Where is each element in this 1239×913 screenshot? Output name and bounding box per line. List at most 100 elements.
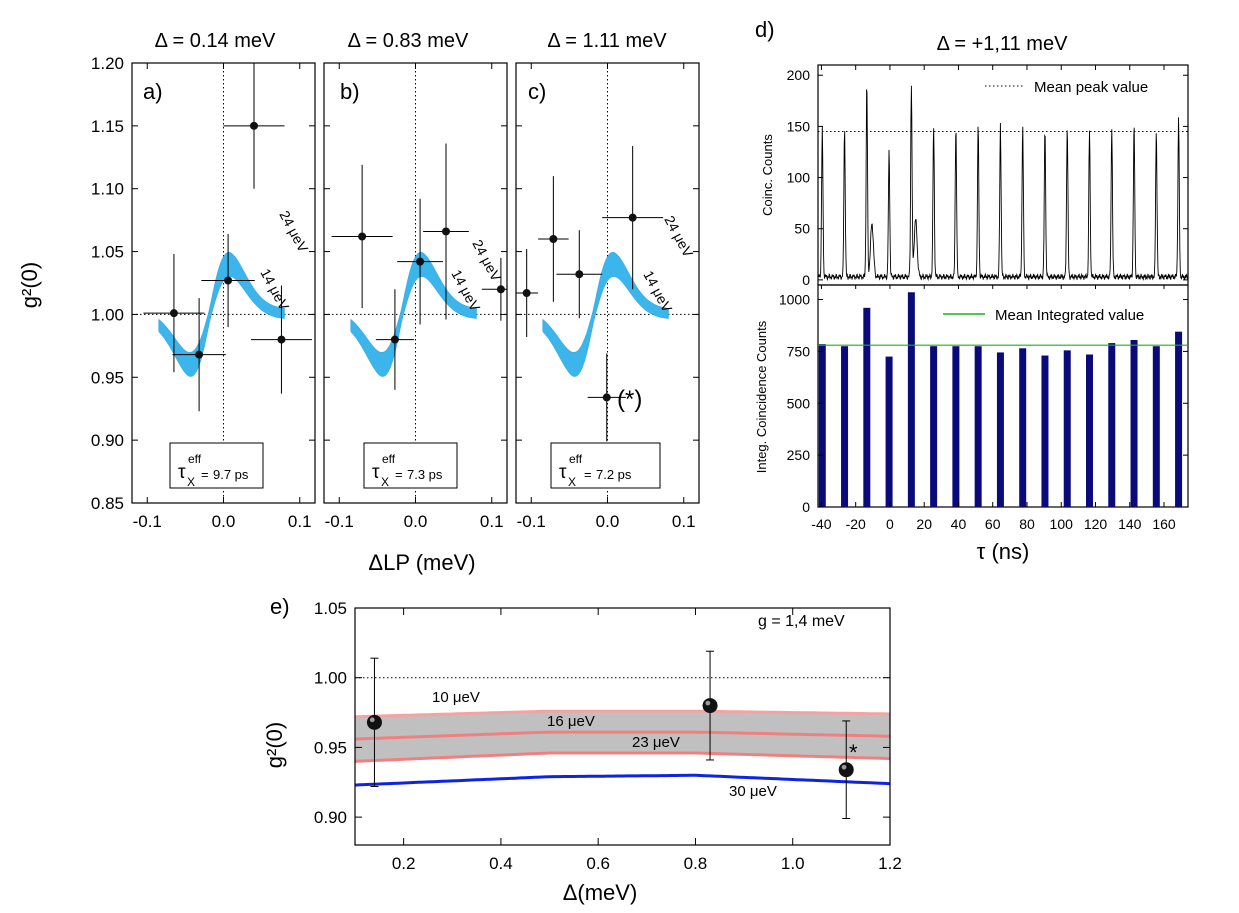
panel-e-curve-label-30: 30 μeV bbox=[729, 783, 777, 800]
data-point bbox=[390, 335, 399, 344]
panel-e-curve-label-16: 16 μeV bbox=[547, 713, 595, 730]
e-ytick-label: 1.05 bbox=[314, 599, 347, 618]
d-top-ytick-label: 200 bbox=[787, 67, 811, 83]
panel-a-tau-symbol: τ bbox=[178, 462, 186, 483]
panel-b-tau-symbol: τ bbox=[372, 462, 380, 483]
integrated-count-bar bbox=[863, 307, 871, 507]
abc-ytick-label: 1.00 bbox=[91, 305, 124, 324]
integrated-count-bar bbox=[885, 356, 893, 507]
panel-d-title: Δ = +1,11 meV bbox=[937, 33, 1069, 55]
x-tick-label: 0.0 bbox=[596, 512, 620, 531]
e-xtick-label: 1.2 bbox=[878, 854, 902, 873]
integrated-count-bar bbox=[841, 346, 849, 507]
integrated-count-bar bbox=[818, 344, 826, 507]
integrated-count-bar bbox=[1108, 343, 1116, 507]
integrated-count-bar bbox=[996, 352, 1004, 507]
panel-a-letter: a) bbox=[143, 79, 163, 104]
curve-10-μeV bbox=[354, 709, 891, 719]
data-point bbox=[549, 235, 558, 243]
panel-a-band-label-24: 24 μeV bbox=[276, 208, 311, 256]
x-tick-label: 0.1 bbox=[288, 512, 312, 531]
abc-ylabel: g²(0) bbox=[17, 262, 42, 308]
data-point-highlight bbox=[705, 700, 711, 706]
panel-d-top-legend-text: Mean peak value bbox=[1034, 79, 1148, 96]
d-top-ytick-label: 100 bbox=[787, 170, 811, 186]
d-xtick-label: 160 bbox=[1152, 516, 1176, 532]
panel-e-ylabel: g²(0) bbox=[262, 722, 287, 768]
theory-band-grey bbox=[355, 711, 890, 762]
d-xtick-label: 40 bbox=[951, 516, 967, 532]
integrated-count-bar bbox=[1063, 350, 1071, 507]
panel-e-frame bbox=[354, 607, 891, 846]
integrated-count-bar bbox=[974, 346, 982, 507]
panel-b-title: Δ = 0.83 meV bbox=[348, 30, 469, 52]
data-point bbox=[416, 257, 425, 266]
e-ytick-label: 0.95 bbox=[314, 738, 347, 757]
panel-c-tau-symbol: τ bbox=[559, 462, 567, 483]
panel-e-star: * bbox=[849, 740, 858, 765]
panel-a-tau-eq: = bbox=[201, 467, 209, 482]
data-point bbox=[442, 227, 450, 236]
e-xtick-label: 0.2 bbox=[392, 854, 416, 873]
panel-c-tau-value: 7.2 ps bbox=[596, 467, 632, 482]
integrated-count-bar bbox=[930, 346, 938, 507]
panel-b-tau-value: 7.3 ps bbox=[407, 467, 443, 482]
panel-b-band-label-24: 24 μeV bbox=[469, 237, 504, 285]
coincidence-trace bbox=[817, 85, 1189, 282]
panel-e-curve-label-10: 10 μeV bbox=[432, 689, 480, 706]
panel-c-star-mark: (*) bbox=[617, 386, 642, 413]
panel-e-letter: e) bbox=[270, 594, 290, 619]
panel-a-title: Δ = 0.14 meV bbox=[155, 30, 276, 52]
d-xtick-label: -40 bbox=[811, 516, 831, 532]
curve-30-μeV bbox=[354, 773, 891, 787]
abc-ytick-label: 1.20 bbox=[91, 54, 124, 73]
integrated-count-bar bbox=[1041, 355, 1049, 507]
panel-c-tau-sub: X bbox=[568, 475, 576, 489]
panel-b-tau-eq: = bbox=[395, 467, 403, 482]
data-point bbox=[522, 289, 531, 298]
abc-ytick-label: 1.15 bbox=[91, 117, 124, 136]
data-point-highlight bbox=[369, 717, 375, 723]
d-bottom-ytick-label: 1000 bbox=[779, 292, 810, 308]
x-tick-label: 0.0 bbox=[212, 512, 236, 531]
e-xtick-label: 0.6 bbox=[586, 854, 610, 873]
panel-c-tau-eq: = bbox=[584, 467, 592, 482]
x-tick-label: 0.1 bbox=[480, 512, 504, 531]
panel-b-tau-sup: eff bbox=[382, 452, 396, 466]
panel-d-bottom-legend-text: Mean Integrated value bbox=[995, 307, 1144, 324]
d-xtick-label: 140 bbox=[1118, 516, 1142, 532]
panel-c-tau-box bbox=[550, 442, 661, 489]
data-point bbox=[195, 350, 204, 359]
data-point bbox=[496, 285, 505, 294]
panel-c-tau-sup: eff bbox=[569, 452, 583, 466]
panel-d-top-ylabel: Coinc. Counts bbox=[760, 134, 775, 216]
panel-a-tau-value: 9.7 ps bbox=[213, 467, 249, 482]
d-bottom-ytick-label: 750 bbox=[787, 343, 811, 359]
panel-e-xlabel: Δ(meV) bbox=[563, 880, 638, 905]
panel-c-title: Δ = 1.11 meV bbox=[547, 30, 667, 52]
abc-ytick-label: 0.90 bbox=[91, 431, 124, 450]
abc-xlabel: ΔLP (meV) bbox=[368, 550, 475, 575]
d-top-ytick-label: 150 bbox=[787, 118, 811, 134]
data-point-highlight bbox=[841, 764, 847, 770]
integrated-count-bar bbox=[952, 346, 960, 507]
d-xtick-label: 100 bbox=[1050, 516, 1074, 532]
d-bottom-ytick-label: 250 bbox=[787, 447, 811, 463]
e-ytick-label: 0.90 bbox=[314, 808, 347, 827]
panel-e-curve-label-23: 23 μeV bbox=[632, 734, 680, 751]
e-xtick-label: 0.8 bbox=[684, 854, 708, 873]
panel-b-tau-sub: X bbox=[381, 475, 389, 489]
panel-b-letter: b) bbox=[340, 79, 360, 104]
x-tick-label: -0.1 bbox=[133, 512, 162, 531]
panel-d-xlabel: τ (ns) bbox=[977, 539, 1030, 564]
d-xtick-label: 80 bbox=[1019, 516, 1035, 532]
abc-ytick-label: 0.95 bbox=[91, 368, 124, 387]
e-ytick-label: 1.00 bbox=[314, 669, 347, 688]
e-xtick-label: 0.4 bbox=[489, 854, 513, 873]
panel-e-annotation: g = 1,4 meV bbox=[758, 613, 845, 630]
panel-a-tau-sub: X bbox=[187, 475, 195, 489]
d-xtick-label: 120 bbox=[1084, 516, 1108, 532]
d-top-ytick-label: 50 bbox=[794, 221, 810, 237]
panel-a-tau-sup: eff bbox=[188, 452, 202, 466]
data-point bbox=[224, 276, 233, 285]
